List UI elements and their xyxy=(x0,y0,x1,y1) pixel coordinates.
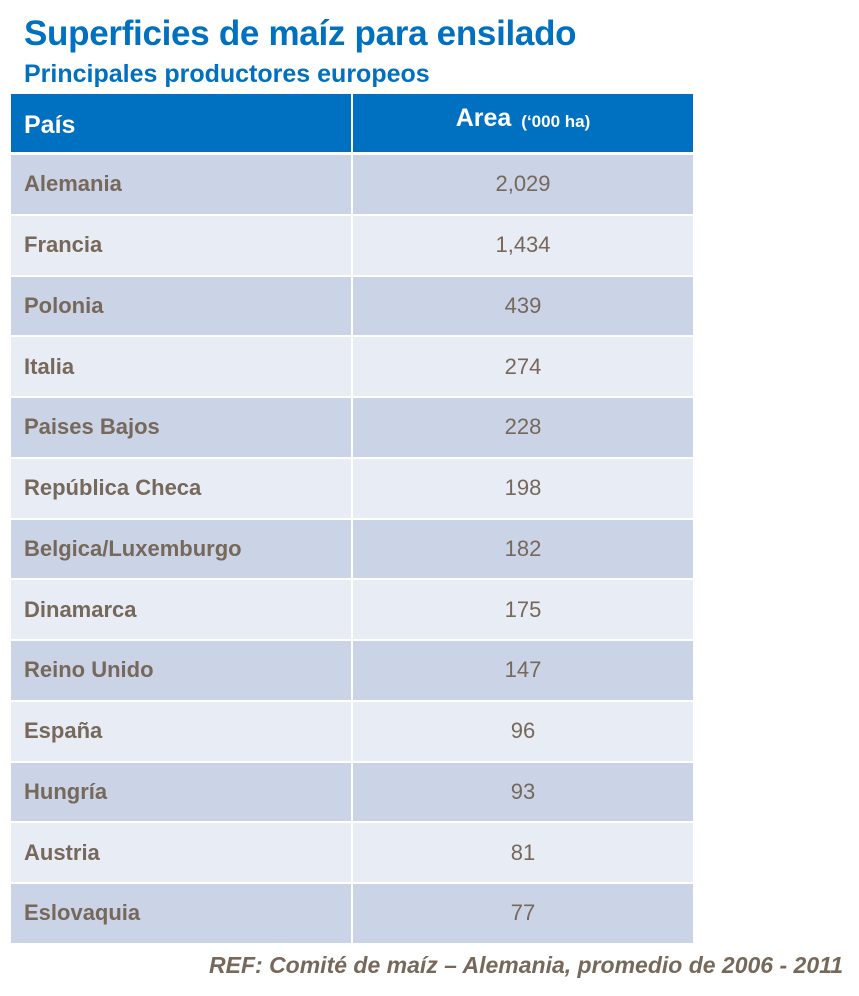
header-area-label: Area xyxy=(455,104,512,132)
table-title: Superficies de maíz para ensilado xyxy=(24,14,577,53)
country-cell: España xyxy=(11,701,351,761)
header-country: País xyxy=(11,94,351,152)
table-row: República Checa 198 xyxy=(11,458,693,518)
table-row: Polonia 439 xyxy=(11,276,693,336)
area-cell: 439 xyxy=(353,276,693,336)
country-cell: Alemania xyxy=(11,155,351,214)
header-area: Area (‘000 ha) xyxy=(353,94,693,152)
area-cell: 96 xyxy=(353,701,693,761)
country-cell: Eslovaquia xyxy=(11,884,351,943)
area-cell: 182 xyxy=(353,519,693,579)
country-cell: Polonia xyxy=(11,276,351,336)
country-cell: Dinamarca xyxy=(11,580,351,639)
table-row: Eslovaquia 77 xyxy=(11,884,693,943)
table-row: Italia 274 xyxy=(11,337,693,396)
country-cell: Austria xyxy=(11,823,351,882)
table-row: Reino Unido 147 xyxy=(11,641,693,700)
data-table: País Area (‘000 ha) Alemania 2,029 Francia… xyxy=(11,94,693,945)
table-row: España 96 xyxy=(11,701,693,761)
country-cell: República Checa xyxy=(11,458,351,518)
table-row: Dinamarca 175 xyxy=(11,580,693,639)
table-row: Francia 1,434 xyxy=(11,215,693,275)
table-row: Alemania 2,029 xyxy=(11,155,693,214)
table-row: Belgica/Luxemburgo 182 xyxy=(11,519,693,579)
country-cell: Reino Unido xyxy=(11,641,351,700)
country-cell: Francia xyxy=(11,215,351,275)
area-cell: 81 xyxy=(353,823,693,882)
area-cell: 147 xyxy=(353,641,693,700)
table-row: Austria 81 xyxy=(11,823,693,882)
area-cell: 1,434 xyxy=(353,215,693,275)
table-header-row: País Area (‘000 ha) xyxy=(11,94,693,152)
area-cell: 228 xyxy=(353,398,693,457)
area-cell: 198 xyxy=(353,458,693,518)
country-cell: Paises Bajos xyxy=(11,398,351,457)
table-row: Hungría 93 xyxy=(11,762,693,822)
area-cell: 77 xyxy=(353,884,693,943)
table-subtitle: Principales productores europeos xyxy=(24,60,430,88)
area-cell: 274 xyxy=(353,337,693,396)
table-row: Paises Bajos 228 xyxy=(11,398,693,457)
country-cell: Hungría xyxy=(11,762,351,822)
table-body: Alemania 2,029 Francia 1,434 Polonia 439 Itali… xyxy=(11,155,693,943)
source-note: REF: Comité de maíz – Alemania, promedio… xyxy=(209,952,843,978)
header-area-unit: (‘000 ha) xyxy=(521,112,591,131)
area-cell: 2,029 xyxy=(353,155,693,214)
area-cell: 93 xyxy=(353,762,693,822)
country-cell: Belgica/Luxemburgo xyxy=(11,519,351,579)
country-cell: Italia xyxy=(11,337,351,396)
area-cell: 175 xyxy=(353,580,693,639)
